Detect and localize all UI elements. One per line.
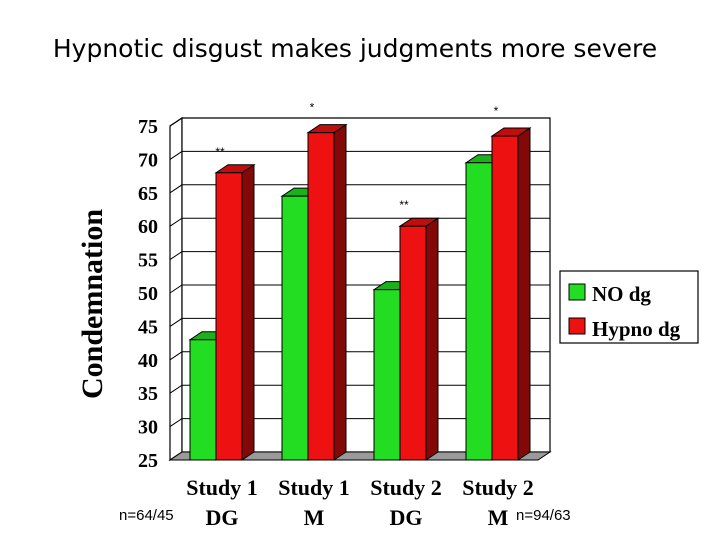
y-tick-label: 35	[138, 383, 158, 405]
y-tick-label: 70	[138, 149, 158, 171]
bar	[306, 123, 348, 461]
bars	[188, 123, 532, 461]
slide-title: Hypnotic disgust makes judgments more se…	[52, 34, 658, 63]
legend: NO dg Hypno dg	[559, 270, 699, 344]
y-axis-label: Condemnation	[76, 209, 109, 399]
significance-markers: ******	[215, 101, 498, 213]
bar-front	[281, 195, 309, 461]
bar-side	[517, 127, 531, 461]
bar-front	[399, 225, 427, 461]
y-axis: 25 30 35 40 45 50 55 60 65 70 75	[138, 116, 158, 472]
legend-label-hypno-dg: Hypno dg	[592, 317, 681, 341]
gridline	[169, 150, 550, 160]
y-tick-label: 65	[138, 183, 158, 205]
bar-front	[307, 132, 335, 461]
bar	[490, 127, 532, 461]
y-tick-label: 50	[138, 283, 158, 305]
x-tick-label: Study 1 DG	[186, 475, 258, 530]
sample-size-left: n=64/45	[119, 507, 174, 524]
bar-side	[241, 163, 255, 461]
legend-label-no-dg: NO dg	[592, 282, 651, 306]
bar-front	[491, 135, 519, 461]
y-tick-label: 30	[138, 417, 158, 439]
bar-front	[215, 172, 243, 461]
bar-side	[333, 123, 347, 461]
legend-swatch-no-dg	[568, 283, 586, 301]
y-tick-label: 25	[138, 450, 158, 472]
bar-front	[189, 339, 217, 461]
significance-marker: **	[399, 198, 409, 212]
bar-side	[425, 217, 439, 461]
bar	[214, 163, 256, 461]
y-tick-label: 75	[138, 116, 158, 138]
legend-swatch-hypno-dg	[568, 317, 586, 335]
y-tick-label: 45	[138, 316, 158, 338]
bar-front	[465, 162, 493, 461]
gridline	[169, 117, 550, 127]
y-tick-label: 60	[138, 216, 158, 238]
significance-marker: **	[215, 145, 225, 159]
sample-size-right: n=94/63	[516, 507, 571, 524]
y-tick-label: 55	[138, 250, 158, 272]
y-tick-label: 40	[138, 350, 158, 372]
gridline	[169, 184, 550, 194]
bar-front	[373, 289, 401, 461]
bar	[398, 217, 440, 461]
significance-marker: *	[494, 104, 499, 118]
x-tick-label: Study 2 DG	[370, 475, 442, 530]
significance-marker: *	[310, 101, 315, 115]
